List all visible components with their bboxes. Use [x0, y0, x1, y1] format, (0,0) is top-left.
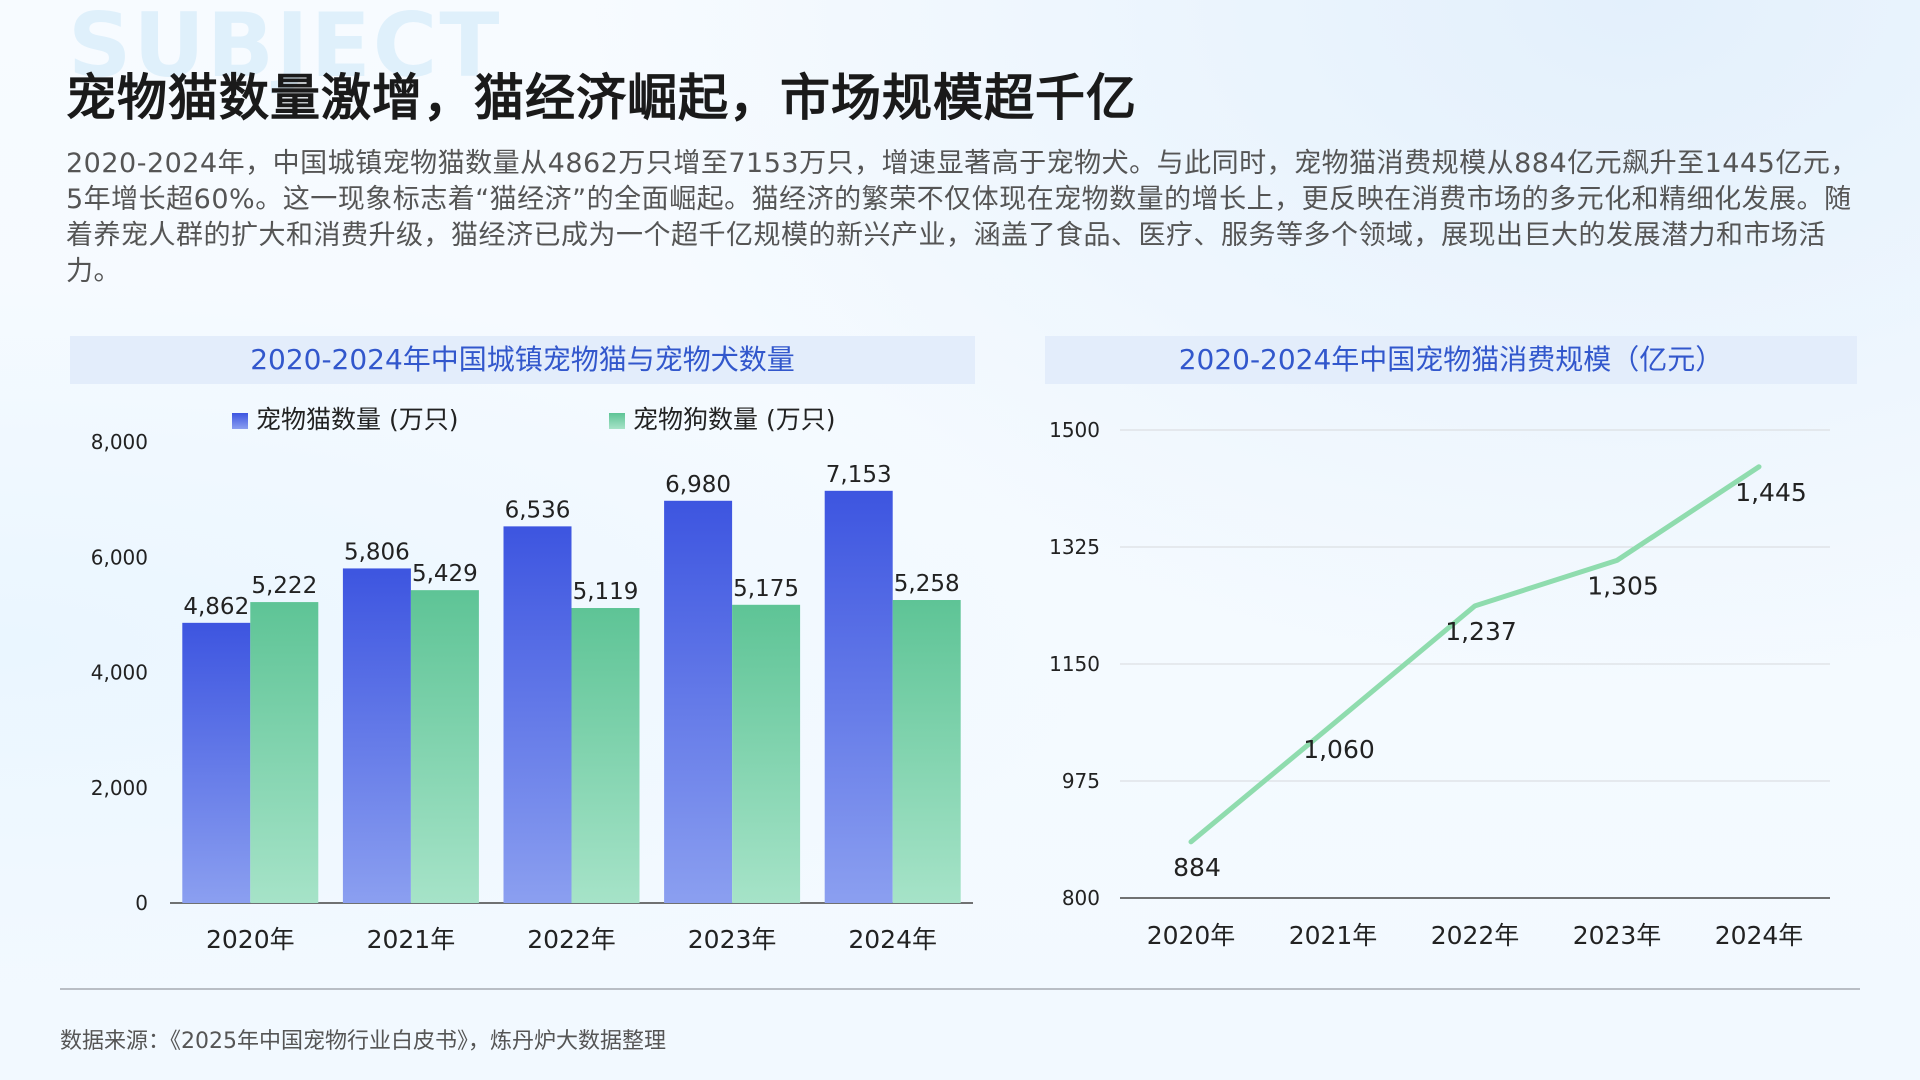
x-tick-label: 2023年 — [688, 925, 777, 954]
bar-value-label: 6,980 — [665, 472, 731, 498]
bar-dog — [571, 608, 640, 903]
x-tick-label: 2022年 — [1431, 921, 1520, 950]
pet-count-bar-chart: 宠物猫数量 (万只) 宠物狗数量 (万只) 0 2,000 4,000 6,000 8,… — [91, 405, 973, 954]
bar-value-label: 5,175 — [733, 576, 799, 602]
bar-value-label: 6,536 — [505, 497, 571, 523]
x-tick-label: 2020年 — [206, 925, 295, 954]
point-value-label: 1,060 — [1303, 735, 1375, 764]
y-tick-label: 8,000 — [91, 430, 148, 454]
bar-value-label: 5,806 — [344, 539, 410, 565]
page-title: 宠物猫数量激增，猫经济崛起，市场规模超千亿 — [66, 69, 1137, 127]
cat-consumption-line-chart: 800 975 1150 1325 1500 884 2020年 1,060 2021年 1,23… — [1049, 418, 1830, 950]
y-tick-label: 1150 — [1049, 652, 1100, 676]
point-value-label: 1,305 — [1587, 571, 1659, 600]
y-tick-label: 975 — [1062, 769, 1100, 793]
watermark-text: SUBJECT — [68, 0, 502, 97]
bar-dog — [250, 602, 319, 903]
bar-dog — [410, 590, 479, 903]
footer-divider — [60, 988, 1860, 990]
y-tick-label: 0 — [135, 891, 148, 915]
x-tick-label: 2021年 — [1289, 921, 1378, 950]
bar-value-label: 7,153 — [826, 462, 892, 488]
bar-value-label: 4,862 — [183, 594, 249, 620]
x-tick-label: 2022年 — [527, 925, 616, 954]
x-tick-label: 2024年 — [848, 925, 937, 954]
legend-label-cat: 宠物猫数量 (万只) — [256, 405, 458, 434]
point-value-label: 884 — [1173, 853, 1221, 882]
x-tick-label: 2024年 — [1715, 921, 1804, 950]
bar-dog — [892, 600, 961, 903]
bar-value-label: 5,258 — [894, 571, 960, 597]
legend-swatch-dog — [609, 413, 625, 429]
series-line — [1188, 464, 1762, 845]
description-paragraph: 2020-2024年，中国城镇宠物猫数量从4862万只增至7153万只，增速显著… — [66, 148, 1858, 287]
bar-dog — [732, 604, 801, 903]
y-tick-label: 1325 — [1049, 535, 1100, 559]
bar-cat — [824, 490, 893, 903]
line-chart-title: 2020-2024年中国宠物猫消费规模（亿元） — [1045, 336, 1857, 384]
y-tick-label: 800 — [1062, 886, 1100, 910]
bar-cat — [182, 622, 251, 903]
bar-value-label: 5,119 — [573, 579, 639, 605]
bar-value-label: 5,222 — [251, 573, 317, 599]
x-tick-label: 2023年 — [1573, 921, 1662, 950]
y-tick-label: 4,000 — [91, 661, 148, 685]
y-tick-label: 6,000 — [91, 545, 148, 569]
y-tick-label: 1500 — [1049, 418, 1100, 442]
legend-swatch-cat — [232, 413, 248, 429]
x-tick-label: 2021年 — [367, 925, 456, 954]
bar-cat — [664, 500, 733, 903]
point-value-label: 1,237 — [1445, 617, 1517, 646]
bar-cat — [503, 526, 572, 903]
legend-label-dog: 宠物狗数量 (万只) — [633, 405, 835, 434]
point-value-label: 1,445 — [1735, 478, 1807, 507]
y-tick-label: 2,000 — [91, 776, 148, 800]
bar-chart-title: 2020-2024年中国城镇宠物猫与宠物犬数量 — [70, 336, 975, 384]
bar-value-label: 5,429 — [412, 561, 478, 587]
bar-cat — [342, 568, 411, 903]
x-tick-label: 2020年 — [1147, 921, 1236, 950]
data-source-note: 数据来源：《2025年中国宠物行业白皮书》，炼丹炉大数据整理 — [60, 1029, 666, 1054]
